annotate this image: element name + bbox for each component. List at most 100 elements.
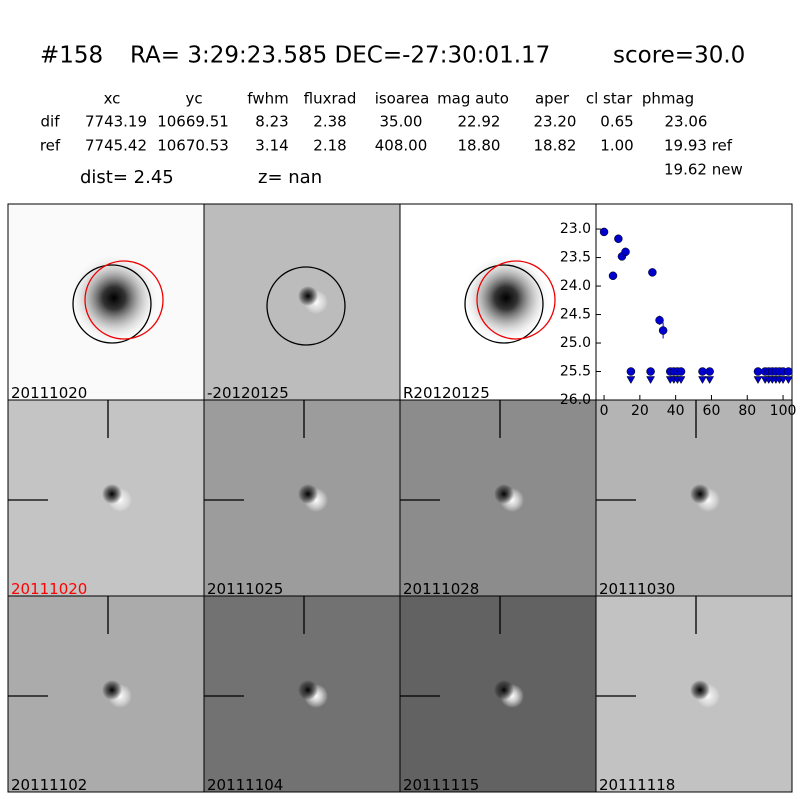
column-header: fwhm: [247, 90, 288, 108]
data-point: [655, 315, 664, 325]
residual-dark: [102, 484, 122, 504]
score: score=30.0: [613, 43, 745, 69]
table-cell: 10669.51: [157, 113, 229, 131]
table-cell: 8.23: [255, 113, 288, 131]
x-tick-label: 40: [667, 403, 685, 419]
data-point: [705, 367, 714, 376]
table-cell: 2.18: [313, 137, 346, 155]
table-cell: 23.20: [534, 113, 577, 131]
x-tick-label: 60: [703, 403, 721, 419]
aperture: [464, 264, 544, 344]
upper-limit-arrow: [705, 376, 715, 385]
data-point: [648, 268, 657, 277]
x-tick-label: 100: [770, 403, 797, 419]
panel-label: 20111020: [11, 384, 87, 402]
panel-label: 20111025: [207, 580, 283, 598]
y-tick-label: 24.5: [560, 307, 591, 323]
panel-label: 20111115: [403, 776, 479, 794]
column-header: mag auto: [437, 90, 509, 108]
column-header: aper: [535, 90, 570, 108]
data-point: [676, 367, 686, 376]
y-tick-label: 25.5: [560, 364, 591, 380]
y-tick-label: 23.0: [560, 221, 591, 237]
upper-limit-arrow: [753, 376, 763, 385]
y-tick-label: 24.0: [560, 278, 591, 294]
table-cell: 2.38: [313, 113, 346, 131]
table-cell: 23.06: [665, 113, 708, 131]
row-label: ref: [40, 137, 61, 155]
residual-dark: [298, 286, 318, 306]
residual-dark: [690, 680, 710, 700]
column-header: phmag: [642, 90, 694, 108]
data-point: [784, 367, 793, 376]
candidate-id: #158: [40, 43, 103, 69]
upper-limit-arrow: [646, 376, 656, 385]
table-cell: 18.80: [458, 137, 501, 155]
column-header: fluxrad: [304, 90, 357, 108]
upper-limit-arrow: [783, 376, 793, 385]
light-curve: 23.0 23.5 24.0 24.5 25.0 25.5 26.0 0 20 40 60 80 100: [560, 203, 797, 419]
panel-label: 20111028: [403, 580, 479, 598]
data-point: [621, 247, 630, 257]
table-cell: 1.00: [600, 137, 633, 155]
column-header: xc: [104, 90, 121, 108]
data-point: [614, 234, 623, 244]
data-point: [658, 326, 668, 335]
table-cell: 10670.53: [157, 137, 229, 155]
aperture: [476, 260, 556, 340]
y-tick-label: 23.5: [560, 250, 591, 266]
data-point: [608, 271, 618, 281]
upper-limit-arrow: [778, 376, 788, 385]
distance: dist= 2.45: [80, 167, 174, 188]
panel-label: 20111020: [11, 580, 87, 598]
aperture: [266, 266, 346, 346]
column-header: isoarea: [375, 90, 430, 108]
residual-dark: [494, 680, 514, 700]
table-cell: 22.92: [458, 113, 501, 131]
panel-label: R20120125: [403, 384, 490, 402]
table-cell: 18.82: [534, 137, 577, 155]
table-cell: 3.14: [255, 137, 288, 155]
data-point: [599, 227, 609, 237]
panel-label: 20111030: [599, 580, 675, 598]
phmag-new: 19.62 new: [664, 161, 743, 179]
panel-label: 20111102: [11, 776, 87, 794]
residual-dark: [298, 484, 318, 504]
x-tick-label: 0: [600, 403, 609, 419]
x-tick-label: 20: [631, 403, 649, 419]
source-psf: [69, 253, 159, 343]
upper-limit-arrow: [698, 376, 707, 385]
residual-dark: [494, 484, 514, 504]
residual-dark: [298, 680, 318, 700]
y-tick-label: 25.0: [560, 335, 591, 351]
panel-label: -20120125: [207, 384, 289, 402]
panels: 20111020 -20120125 R20120125 20111020 201110…: [7, 203, 793, 794]
table-cell: 0.65: [600, 113, 633, 131]
table-cell: 7743.19: [85, 113, 147, 131]
column-header: yc: [185, 90, 202, 108]
panel-label: 20111104: [207, 776, 283, 794]
y-tick-label: 26.0: [560, 392, 591, 408]
table-cell: 7745.42: [85, 137, 147, 155]
panel-label: 20111118: [599, 776, 675, 794]
source-psf: [461, 253, 551, 343]
row-label: dif: [41, 113, 61, 131]
residual-dark: [690, 484, 710, 504]
table-cell: 408.00: [375, 137, 428, 155]
x-tick-label: 80: [738, 403, 756, 419]
data-point: [698, 367, 707, 376]
plot-area: [595, 203, 793, 401]
redshift: z= nan: [258, 167, 322, 188]
coordinates: RA= 3:29:23.585 DEC=-27:30:01.17: [130, 43, 550, 69]
aperture: [72, 264, 152, 344]
column-header: cl star: [586, 90, 633, 108]
upper-limit-arrow: [626, 376, 636, 385]
data-point: [646, 367, 655, 376]
data-point: [626, 367, 636, 376]
table-cell: 35.00: [380, 113, 423, 131]
table-cell: 19.93 ref: [664, 137, 733, 155]
aperture: [84, 260, 164, 340]
upper-limit-arrow: [676, 376, 686, 385]
residual-dark: [102, 680, 122, 700]
